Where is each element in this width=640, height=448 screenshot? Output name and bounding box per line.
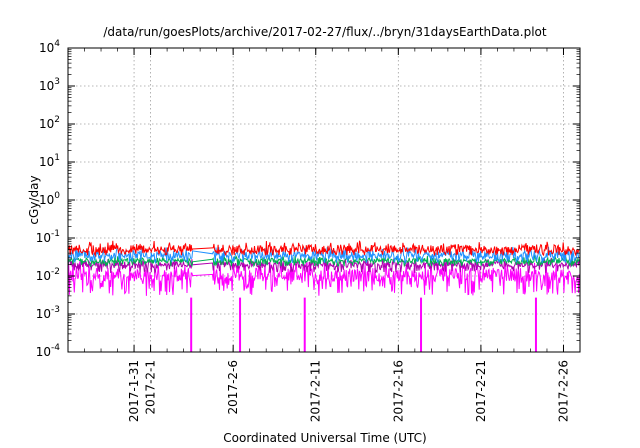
ticks: 10-4 10-3 10-2 10-1 100 101 102 103 104 2017-1-31… [36, 39, 581, 422]
x-tick-label: 2017-2-21 [474, 360, 488, 422]
x-tick-label: 2017-2-26 [556, 360, 570, 422]
y-tick-label: 101 [39, 153, 60, 169]
y-tick-label: 10-2 [36, 267, 60, 283]
y-axis-label: cGy/day [27, 175, 41, 224]
x-tick-label: 2017-2-1 [144, 360, 158, 414]
chart-title: /data/run/goesPlots/archive/2017-02-27/f… [103, 25, 546, 39]
series-group [67, 240, 580, 352]
x-tick-label: 2017-2-16 [391, 360, 405, 422]
x-axis-label: Coordinated Universal Time (UTC) [223, 431, 426, 445]
series-line [67, 254, 580, 268]
grid [68, 48, 580, 352]
y-tick-label: 102 [39, 115, 60, 131]
series-line [67, 261, 580, 296]
x-tick-label: 2017-2-6 [226, 360, 240, 414]
y-tick-label: 10-1 [36, 229, 60, 245]
x-tick-label: 2017-1-31 [127, 360, 141, 422]
y-tick-label: 104 [39, 39, 60, 55]
y-tick-label: 103 [39, 77, 60, 93]
y-tick-label: 10-3 [36, 305, 60, 321]
y-tick-label: 100 [39, 191, 60, 207]
series-line [67, 240, 580, 258]
x-tick-label: 2017-2-11 [309, 360, 323, 422]
y-tick-label: 10-4 [36, 343, 61, 359]
